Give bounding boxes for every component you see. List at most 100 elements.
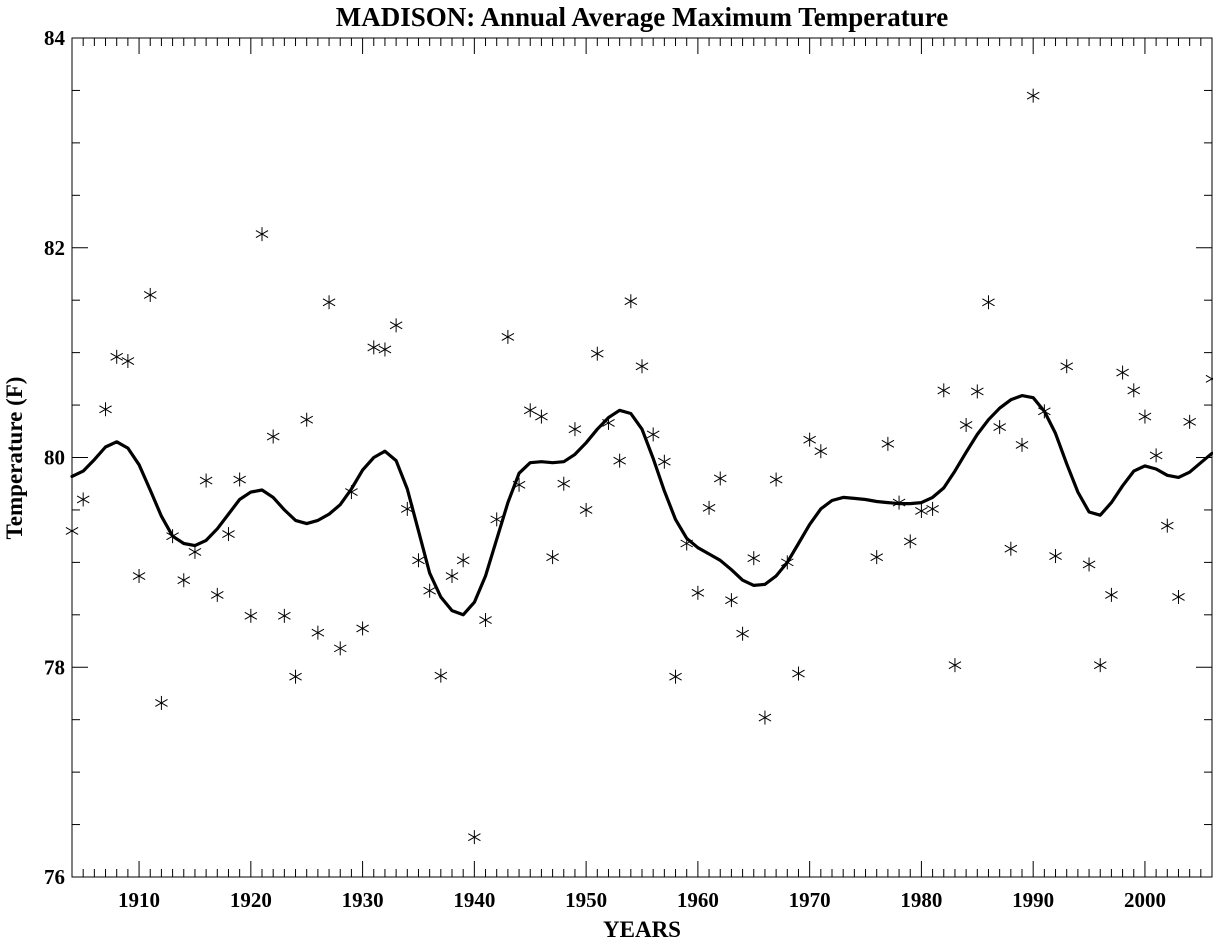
x-tick-label: 1960 xyxy=(677,888,719,912)
x-tick-label: 1950 xyxy=(565,888,607,912)
data-point xyxy=(110,349,124,364)
data-point xyxy=(490,512,504,527)
data-point xyxy=(535,409,548,424)
data-point xyxy=(1015,437,1029,452)
data-point xyxy=(557,476,571,491)
data-point xyxy=(177,573,191,588)
data-point xyxy=(903,534,917,549)
data-point xyxy=(233,472,246,487)
data-point xyxy=(501,329,515,344)
data-point xyxy=(378,342,392,357)
data-point xyxy=(970,384,984,399)
data-point xyxy=(982,295,995,310)
data-point xyxy=(792,666,805,681)
data-point xyxy=(669,669,682,684)
data-point xyxy=(412,553,425,568)
data-point xyxy=(512,477,526,492)
data-point xyxy=(769,472,783,487)
data-point xyxy=(445,569,459,584)
data-point xyxy=(602,415,615,430)
data-point xyxy=(266,429,280,444)
data-point xyxy=(188,544,202,559)
data-point xyxy=(76,492,90,507)
smoothed-trend-line xyxy=(70,394,1213,617)
data-point xyxy=(680,536,694,551)
x-tick-label: 1930 xyxy=(342,888,384,912)
data-point xyxy=(915,503,928,518)
data-point xyxy=(333,641,347,656)
data-point xyxy=(892,495,906,510)
data-point xyxy=(881,436,895,451)
data-point xyxy=(1149,448,1163,463)
data-point xyxy=(713,471,727,486)
data-point xyxy=(1093,658,1107,673)
data-point xyxy=(400,501,414,516)
data-point xyxy=(456,553,470,568)
y-tick-label: 78 xyxy=(44,655,65,679)
data-point xyxy=(132,569,146,584)
y-tick-label: 80 xyxy=(44,446,65,470)
data-point xyxy=(691,585,705,600)
data-point xyxy=(1082,557,1096,572)
data-point xyxy=(255,227,269,242)
chart-title: MADISON: Annual Average Maximum Temperat… xyxy=(336,2,948,32)
data-point xyxy=(814,444,828,459)
data-point xyxy=(646,427,660,442)
x-tick-label: 1920 xyxy=(230,888,272,912)
data-point xyxy=(747,551,761,566)
data-point xyxy=(155,695,168,710)
data-point xyxy=(389,318,403,333)
data-point xyxy=(1060,359,1074,374)
data-point xyxy=(1026,88,1040,103)
data-point xyxy=(199,473,213,488)
y-axis-label: Temperature (F) xyxy=(2,377,27,540)
data-point xyxy=(736,626,749,641)
data-point xyxy=(926,501,939,516)
data-point xyxy=(1172,589,1185,604)
data-point xyxy=(1105,587,1118,602)
plot-marks xyxy=(65,88,1213,845)
data-point xyxy=(1116,365,1129,380)
data-point xyxy=(579,502,593,517)
data-point xyxy=(1160,518,1174,533)
data-point xyxy=(937,383,951,398)
x-tick-label: 1980 xyxy=(900,888,942,912)
data-point xyxy=(546,550,559,565)
data-point xyxy=(434,668,448,683)
data-point xyxy=(870,550,884,565)
data-point xyxy=(948,658,962,673)
x-axis-label: YEARS xyxy=(603,917,681,942)
axis-tick-labels: 1910 1920 1930 1940 1950 1960 1970 1980 1990 2000… xyxy=(44,26,1166,912)
data-point xyxy=(635,359,649,374)
data-point xyxy=(658,454,671,469)
data-point xyxy=(244,608,258,623)
data-point xyxy=(143,287,157,302)
data-point xyxy=(222,527,235,542)
y-tick-label: 84 xyxy=(44,26,66,50)
data-point xyxy=(1004,541,1018,556)
x-tick-label: 1990 xyxy=(1012,888,1054,912)
plot-frame xyxy=(71,37,1213,878)
data-point xyxy=(289,669,302,684)
y-tick-label: 76 xyxy=(44,865,65,889)
data-point xyxy=(311,625,325,640)
data-point xyxy=(322,295,336,310)
x-tick-label: 1970 xyxy=(789,888,831,912)
data-point xyxy=(624,294,638,309)
data-point xyxy=(803,432,816,447)
axis-ticks xyxy=(71,37,1213,878)
data-point xyxy=(479,613,492,628)
data-point xyxy=(758,710,772,725)
data-point xyxy=(1049,549,1062,564)
data-point xyxy=(1038,404,1051,419)
data-point xyxy=(121,354,135,369)
data-point xyxy=(210,587,224,602)
data-point xyxy=(702,500,716,515)
y-tick-label: 82 xyxy=(44,236,65,260)
data-point xyxy=(99,402,112,417)
data-point xyxy=(1127,383,1141,398)
data-point xyxy=(345,485,358,500)
data-point xyxy=(725,593,738,608)
data-point xyxy=(568,422,582,437)
data-point xyxy=(1138,409,1152,424)
